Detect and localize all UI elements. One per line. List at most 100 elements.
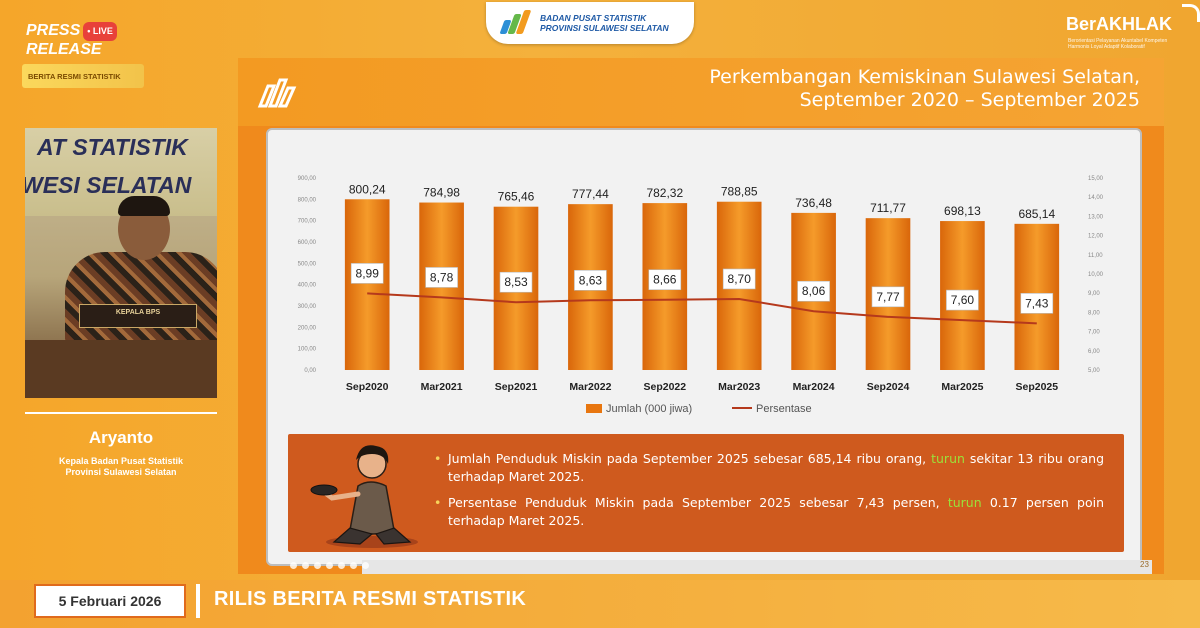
speaker-role-line2: Provinsi Sulawesi Selatan — [65, 467, 177, 477]
brs-tag: BERITA RESMI STATISTIK — [22, 64, 144, 88]
summary-list: Jumlah Penduduk Miskin pada September 20… — [434, 450, 1104, 538]
slide-page-number: 23 — [1140, 560, 1149, 569]
line-label-box — [499, 271, 533, 293]
banner-line1: AT STATISTIK — [37, 134, 188, 160]
x-category-label: Mar2023 — [718, 381, 760, 393]
line-data-label: 7,60 — [951, 293, 975, 307]
lower-third-divider — [196, 584, 200, 618]
x-category-label: Sep2025 — [1015, 381, 1058, 393]
line-data-label: 8,66 — [653, 273, 677, 287]
bps-logo: BADAN PUSAT STATISTIK PROVINSI SULAWESI … — [486, 2, 694, 44]
y-right-tick-label: 7,00 — [1088, 330, 1100, 336]
line-label-box — [574, 270, 607, 291]
line-label-box — [722, 268, 756, 290]
slide-dot — [338, 562, 345, 569]
slide-dots — [290, 562, 369, 569]
summary-pct-highlight: turun — [947, 495, 982, 510]
legend-bar-swatch — [586, 404, 602, 413]
y-left-tick-label: 300,00 — [298, 304, 317, 310]
y-right-tick-label: 12,00 — [1088, 234, 1104, 240]
slide-dot — [362, 562, 369, 569]
y-left-tick-label: 100,00 — [298, 347, 317, 353]
lower-third-bar — [0, 580, 1200, 628]
bar-data-label: 777,44 — [572, 187, 609, 201]
y-left-tick-label: 700,00 — [298, 219, 317, 225]
y-right-tick-label: 11,00 — [1088, 253, 1103, 259]
press-line1: PRESS — [26, 22, 81, 39]
bar-data-label: 765,46 — [498, 190, 535, 204]
logo-line1: BADAN PUSAT STATISTIK — [540, 13, 647, 23]
slide-content: 0,00 100,00 200,00 300,00 400,00 500,00 600,00… — [266, 128, 1142, 566]
x-category-label: Mar2022 — [569, 381, 611, 393]
bps-logo-icon — [499, 10, 534, 36]
line-label-box — [1020, 293, 1054, 314]
legend-bar-label: Jumlah (000 jiwa) — [606, 403, 692, 415]
broadcast-date: 5 Februari 2026 — [34, 584, 186, 618]
bar-data-label: 788,85 — [721, 185, 758, 199]
line-data-label: 8,53 — [504, 275, 528, 289]
slide-dot — [302, 562, 309, 569]
line-data-label: 8,78 — [430, 270, 454, 284]
x-category-label: Sep2020 — [346, 381, 389, 393]
y-right-tick-label: 5,00 — [1088, 368, 1100, 374]
summary-item-percentage: Persentase Penduduk Miskin pada Septembe… — [434, 494, 1104, 530]
bar-data-label: 685,14 — [1018, 207, 1055, 221]
berakhlak-logo: BerAKHLAK — [1066, 14, 1173, 34]
y-left-tick-label: 400,00 — [298, 283, 317, 289]
press-line2: RELEASE — [26, 41, 102, 58]
y-right-tick-label: 14,00 — [1088, 195, 1104, 201]
line-data-label: 7,77 — [876, 290, 900, 304]
speaker-divider — [25, 412, 217, 414]
slide-progress-strip — [362, 560, 1152, 574]
corner-arc-icon — [1182, 4, 1200, 22]
logo-line2: PROVINSI SULAWESI SELATAN — [540, 23, 669, 33]
slide-title: Perkembangan Kemiskinan Sulawesi Selatan… — [709, 66, 1140, 112]
speaker-name: Aryanto — [88, 428, 154, 447]
nameplate: KEPALA BPS — [79, 304, 197, 328]
bar-data-label: 800,24 — [349, 182, 386, 196]
line-data-label: 8,63 — [579, 273, 603, 287]
poor-man-illustration-icon — [310, 445, 418, 548]
x-category-label: Mar2024 — [793, 381, 835, 393]
line-label-box — [425, 267, 458, 288]
bar-data-label: 784,98 — [423, 186, 460, 200]
presentation-slide: Perkembangan Kemiskinan Sulawesi Selatan… — [238, 58, 1164, 574]
slide-header: Perkembangan Kemiskinan Sulawesi Selatan… — [238, 58, 1164, 126]
y-left-tick-label: 200,00 — [298, 325, 317, 331]
summary-count-text-a: Jumlah Penduduk Miskin pada September 20… — [448, 451, 932, 466]
line-label-box — [350, 263, 384, 284]
line-data-label: 8,99 — [356, 266, 380, 280]
line-label-box — [648, 269, 682, 291]
bar-data-label: 736,48 — [795, 196, 832, 210]
speaker-role: Kepala Badan Pusat Statistik Provinsi Su… — [25, 456, 217, 478]
speaker-video: AT STATISTIK WESI SELATAN KEPALA BPS — [25, 128, 217, 398]
legend-line-label: Persentase — [756, 403, 812, 415]
y-right-tick-label: 8,00 — [1088, 310, 1100, 316]
slide-dot — [326, 562, 333, 569]
banner-line2: WESI SELATAN — [25, 172, 192, 198]
live-text: LIVE — [92, 26, 113, 36]
x-category-label: Mar2021 — [421, 381, 463, 393]
slide-dot — [350, 562, 357, 569]
speaker-role-line1: Kepala Badan Pusat Statistik — [58, 456, 184, 466]
line-label-box — [946, 289, 979, 311]
poverty-chart-svg: 0,00 100,00 200,00 300,00 400,00 500,00 600,00… — [298, 176, 1104, 415]
y-left-tick-label: 900,00 — [298, 176, 317, 182]
summary-count-text-b: sekitar 13 ribu orang terhadap Maret 202… — [448, 451, 1105, 484]
chart-bar — [344, 199, 390, 370]
bar-data-label: 782,32 — [646, 186, 683, 200]
bar-data-label: 711,77 — [870, 201, 906, 215]
y-right-tick-label: 10,00 — [1088, 272, 1104, 278]
press-release-label: PRESS • LIVE RELEASE — [26, 22, 117, 58]
line-data-label: 8,06 — [802, 284, 826, 298]
x-category-label: Sep2022 — [643, 381, 686, 393]
slide-title-line1: Perkembangan Kemiskinan Sulawesi Selatan… — [709, 66, 1140, 88]
lower-third-title: RILIS BERITA RESMI STATISTIK — [214, 588, 527, 610]
x-category-label: Mar2025 — [941, 381, 983, 393]
y-left-tick-label: 800,00 — [298, 197, 317, 203]
bar-data-label: 698,13 — [944, 204, 981, 218]
y-left-tick-label: 600,00 — [298, 240, 317, 246]
y-right-tick-label: 6,00 — [1088, 349, 1100, 355]
x-category-label: Sep2021 — [495, 381, 538, 393]
